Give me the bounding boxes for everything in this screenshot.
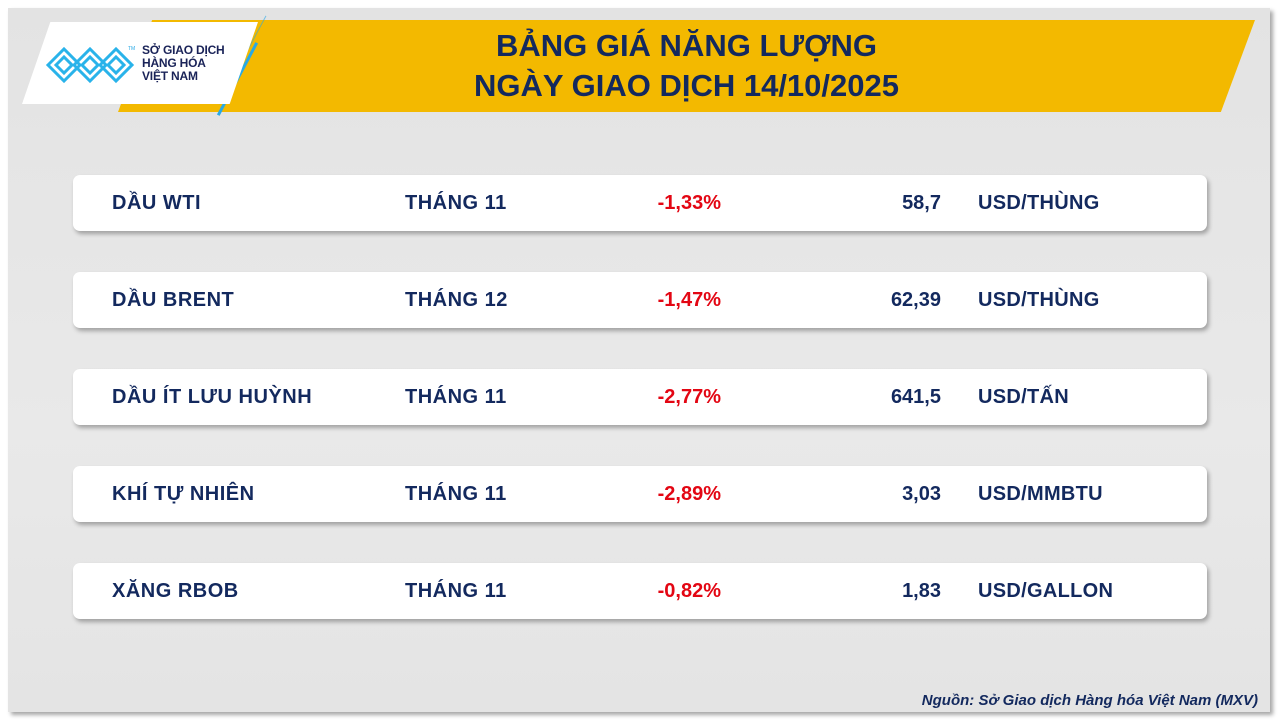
commodity-name: DẦU BRENT — [112, 289, 235, 311]
contract-month: THÁNG 11 — [405, 580, 507, 602]
price: 62,39 — [890, 289, 941, 311]
logo: TM SỞ GIAO DỊCH HÀNG HÓA VIỆT NAM — [22, 22, 258, 104]
contract-month: THÁNG 11 — [405, 192, 507, 214]
percent-change: -1,33% — [657, 192, 721, 214]
unit: USD/TẤN — [978, 386, 1069, 408]
price: 58,7 — [902, 192, 941, 214]
price: 3,03 — [902, 483, 941, 505]
table-row: DẦU WTI THÁNG 11 -1,33% 58,7 USD/THÙNG — [73, 175, 1207, 231]
page-title: BẢNG GIÁ NĂNG LƯỢNG NGÀY GIAO DỊCH 14/10… — [118, 26, 1255, 106]
commodity-name: KHÍ TỰ NHIÊN — [112, 483, 255, 505]
title-line-2: NGÀY GIAO DỊCH 14/10/2025 — [474, 68, 899, 103]
title-line-1: BẢNG GIÁ NĂNG LƯỢNG — [495, 28, 878, 63]
table-row: XĂNG RBOB THÁNG 11 -0,82% 1,83 USD/GALLO… — [73, 563, 1207, 619]
title-banner — [118, 20, 1255, 112]
percent-change: -2,89% — [657, 483, 721, 505]
table-row: KHÍ TỰ NHIÊN THÁNG 11 -2,89% 3,03 USD/MM… — [73, 466, 1207, 522]
commodity-name: DẦU ÍT LƯU HUỲNH — [112, 386, 313, 408]
price: 1,83 — [902, 580, 941, 602]
unit: USD/GALLON — [978, 580, 1114, 602]
percent-change: -1,47% — [657, 289, 721, 311]
commodity-name: DẦU WTI — [112, 192, 202, 214]
logo-text-line: VIỆT NAM — [142, 69, 198, 83]
logo-text-line: SỞ GIAO DỊCH — [142, 43, 225, 57]
source-note: Nguồn: Sở Giao dịch Hàng hóa Việt Nam (M… — [921, 692, 1258, 709]
price: 641,5 — [890, 386, 941, 408]
logo-mark-icon — [46, 46, 135, 84]
unit: USD/THÙNG — [978, 192, 1100, 214]
contract-month: THÁNG 11 — [405, 386, 507, 408]
contract-month: THÁNG 11 — [405, 483, 507, 505]
table-row: DẦU ÍT LƯU HUỲNH THÁNG 11 -2,77% 641,5 U… — [73, 369, 1207, 425]
commodity-name: XĂNG RBOB — [112, 580, 239, 602]
percent-change: -2,77% — [657, 386, 721, 408]
trademark: TM — [128, 46, 136, 52]
logo-text-line: HÀNG HÓA — [142, 56, 206, 70]
logo-card — [22, 22, 258, 104]
percent-change: -0,82% — [657, 580, 721, 602]
unit: USD/THÙNG — [978, 289, 1100, 311]
logo-text: SỞ GIAO DỊCH HÀNG HÓA VIỆT NAM — [142, 44, 225, 83]
contract-month: THÁNG 12 — [405, 289, 508, 311]
unit: USD/MMBTU — [978, 483, 1103, 505]
table-row: DẦU BRENT THÁNG 12 -1,47% 62,39 USD/THÙN… — [73, 272, 1207, 328]
